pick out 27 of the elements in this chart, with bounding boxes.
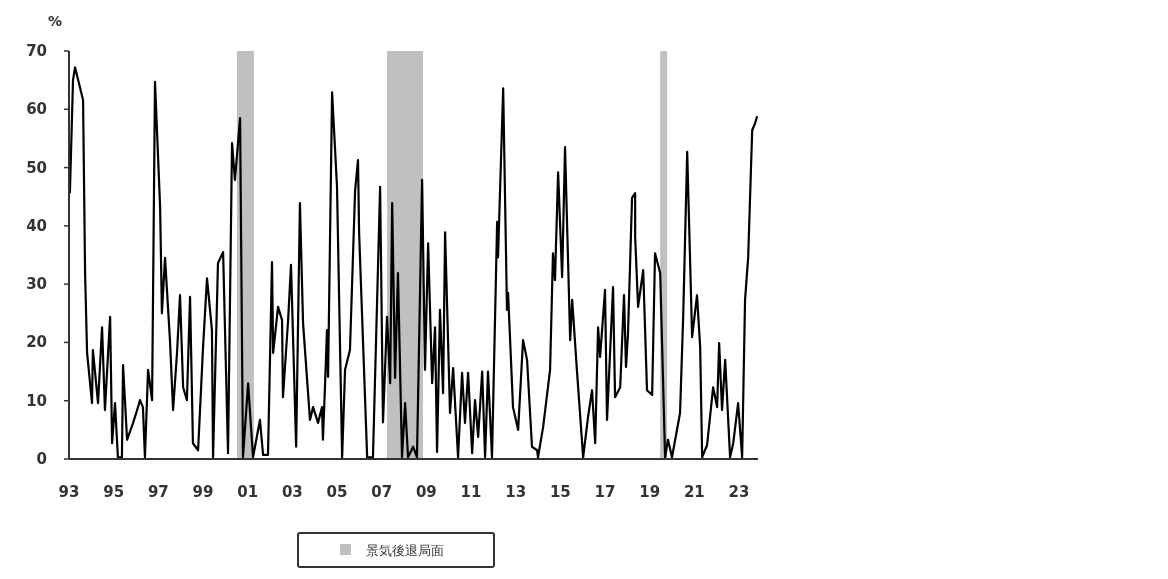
x-tick-label: 05 (326, 483, 348, 501)
y-tick-label: 70 (26, 42, 47, 60)
x-tick-label: 01 (237, 483, 259, 501)
x-tick-label: 09 (415, 483, 437, 501)
y-tick-label: 60 (26, 100, 47, 119)
y-axis-title: % (47, 13, 63, 29)
x-tick-label: 15 (549, 483, 571, 501)
x-tick-label: 19 (639, 483, 661, 501)
y-tick-label: 10 (26, 391, 47, 410)
x-tick-label: 13 (505, 483, 527, 501)
y-tick-label: 40 (26, 216, 47, 235)
y-tick-label: 0 (36, 450, 47, 468)
y-tick-label: 30 (26, 275, 47, 294)
y-tick-label: 20 (26, 333, 47, 352)
x-tick-label: 99 (192, 483, 214, 501)
x-tick-label: 07 (371, 483, 393, 501)
x-tick-label: 97 (147, 483, 169, 501)
y-tick-label: 50 (26, 158, 47, 177)
x-tick-label: 95 (103, 483, 125, 501)
x-tick-label: 93 (58, 483, 80, 501)
x-tick-label: 23 (728, 483, 750, 501)
legend-label: 景気後退局面 (366, 543, 444, 558)
legend: 景気後退局面 (297, 532, 495, 568)
x-tick-label: 21 (683, 483, 705, 501)
x-tick-label: 03 (281, 483, 303, 501)
x-tick-label: 17 (594, 483, 616, 501)
x-tick-label: 11 (460, 483, 482, 501)
